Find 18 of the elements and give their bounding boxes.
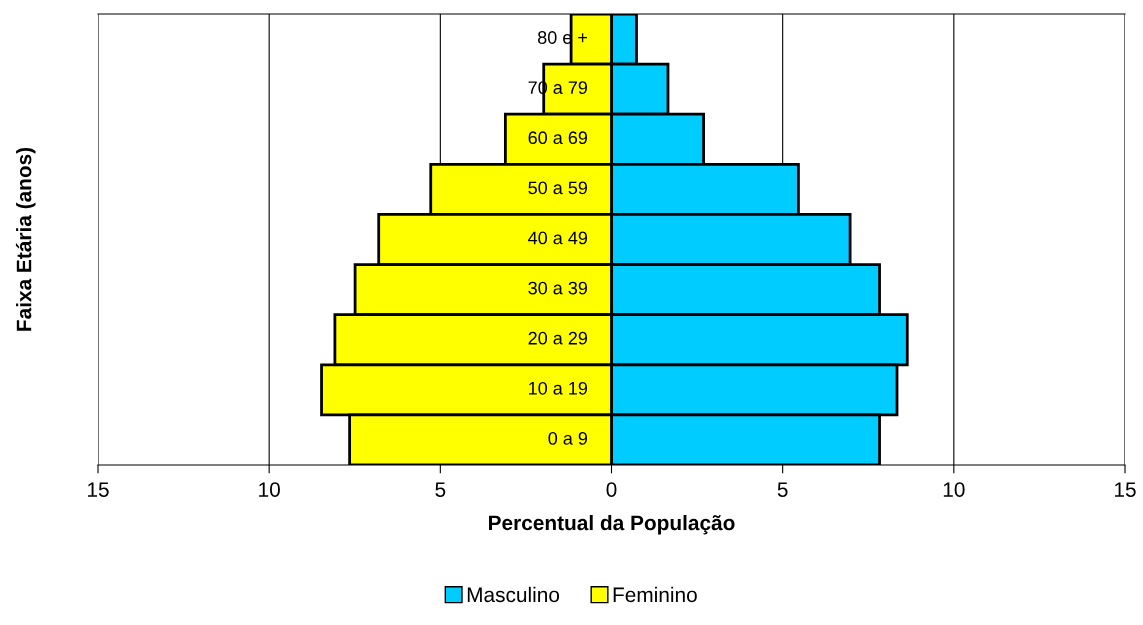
- y-tick-label: 40 a 49: [528, 231, 588, 245]
- legend-label: Masculino: [467, 586, 560, 603]
- y-tick-label: 10 a 19: [529, 381, 588, 395]
- y-tick-label: 30 a 39: [528, 281, 588, 295]
- x-tick-label: 5: [777, 482, 788, 497]
- x-tick-label: 15: [1115, 482, 1136, 497]
- legend-label: Feminino: [613, 586, 697, 603]
- y-tick-label: 60 a 69: [528, 131, 588, 145]
- x-tick-label: 10: [259, 482, 280, 497]
- x-axis-title: Percentual da População: [489, 514, 735, 535]
- y-tick-label: 0 a 9: [548, 432, 588, 445]
- y-tick-label: 50 a 59: [528, 181, 588, 195]
- x-tick-label: 5: [435, 482, 446, 497]
- y-axis-title: Faixa Etária (anos): [15, 147, 36, 331]
- y-tick-label: 20 a 29: [528, 331, 588, 345]
- x-tick-label: 10: [943, 482, 965, 497]
- x-tick-label: 0: [606, 482, 617, 497]
- x-tick-label: 15: [88, 482, 109, 497]
